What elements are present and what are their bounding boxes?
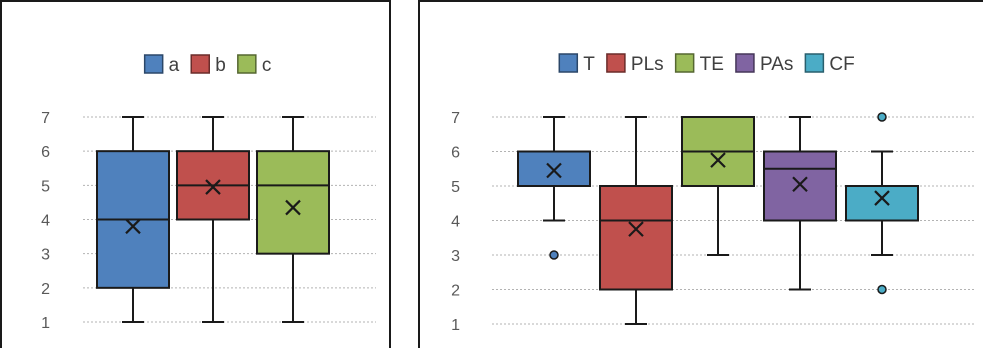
legend-label: c — [262, 55, 272, 76]
legend-swatch — [190, 54, 210, 74]
y-tick-label: 7 — [41, 110, 50, 127]
mean-marker — [125, 218, 141, 235]
legend-swatch — [143, 54, 164, 74]
y-tick-label: 1 — [41, 315, 50, 332]
y-tick-label: 6 — [451, 145, 460, 162]
outlier-point — [549, 250, 559, 260]
box-CF — [845, 185, 919, 222]
legend-swatch — [674, 53, 695, 73]
legend-swatch — [606, 53, 626, 73]
mean-marker — [792, 176, 808, 193]
y-tick-label: 7 — [451, 110, 460, 127]
legend-label: a — [169, 55, 180, 76]
mean-marker — [710, 152, 726, 168]
chart-frame-right — [418, 0, 983, 348]
box-PLs — [599, 185, 673, 291]
y-tick-label: 2 — [451, 283, 460, 300]
legend-label: TE — [700, 54, 724, 75]
mean-marker — [205, 179, 221, 195]
box-T — [517, 150, 591, 187]
chart-panel-right: 1 2 3 4 5 6 7 T PLs TE PAs CF — [418, 0, 983, 348]
y-tick-label: 3 — [451, 248, 460, 265]
chart-frame-left — [0, 0, 391, 348]
y-tick-label: 1 — [451, 317, 460, 334]
mean-marker — [628, 221, 644, 237]
y-tick-label: 5 — [451, 179, 460, 196]
y-tick-label: 4 — [41, 213, 50, 230]
mean-marker — [874, 190, 890, 206]
mean-marker — [546, 162, 562, 179]
legend-swatch — [804, 53, 825, 73]
y-tick-label: 6 — [41, 144, 50, 161]
legend-swatch — [558, 53, 579, 73]
y-tick-label: 3 — [41, 247, 50, 264]
outlier-point — [877, 284, 887, 295]
legend-swatch — [735, 53, 755, 73]
legend-label: CF — [829, 54, 854, 75]
legend-swatch — [237, 54, 257, 74]
y-tick-label: 4 — [451, 214, 460, 231]
boxplot-chart-right: 1 2 3 4 5 6 7 T PLs TE PAs CF — [451, 53, 976, 334]
legend-label: PLs — [631, 54, 664, 75]
boxplot-chart-left: 1 2 3 4 5 6 7 a b c — [41, 54, 376, 332]
box-c — [256, 150, 330, 255]
outlier-point — [877, 112, 887, 122]
mean-marker — [285, 199, 301, 216]
legend-label: T — [583, 54, 595, 75]
legend-label: b — [215, 55, 226, 76]
box-PAs — [763, 150, 837, 222]
y-tick-label: 5 — [41, 178, 50, 195]
chart-panel-left: 1 2 3 4 5 6 7 a b c — [0, 0, 391, 348]
y-tick-label: 2 — [41, 281, 50, 298]
legend-label: PAs — [760, 54, 793, 75]
